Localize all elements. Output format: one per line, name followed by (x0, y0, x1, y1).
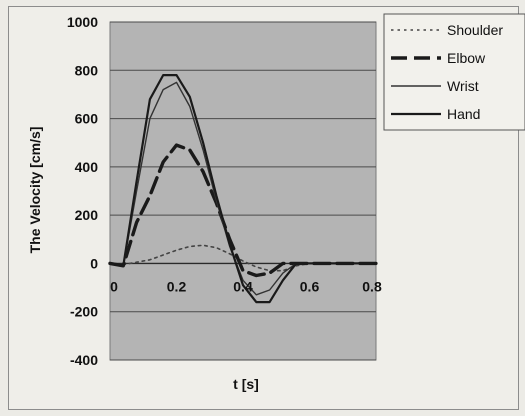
y-tick-label: 400 (75, 159, 99, 175)
y-axis-title: The Velocity [cm/s] (27, 127, 43, 254)
y-tick-label: 800 (75, 62, 99, 78)
legend-label-shoulder: Shoulder (447, 22, 503, 38)
y-tick-label: 600 (75, 111, 99, 127)
series-lines (108, 73, 378, 304)
y-tick-label: -200 (70, 304, 98, 320)
y-tick-labels: 1000 800 600 400 200 0 -200 -400 (67, 14, 98, 368)
x-tick-label: 0.8 (362, 278, 382, 294)
y-tick-label: 1000 (67, 14, 98, 30)
x-tick-label: 0 (110, 278, 118, 294)
legend-label-hand: Hand (447, 106, 480, 122)
legend-label-wrist: Wrist (447, 78, 479, 94)
x-tick-labels: 0 0.2 0.4 0.6 0.8 (110, 278, 382, 294)
legend-label-elbow: Elbow (447, 50, 486, 66)
x-tick-label: 0.6 (300, 278, 320, 294)
y-tick-label: 0 (90, 255, 98, 271)
x-tick-label: 0.2 (167, 278, 187, 294)
x-axis-title: t [s] (233, 376, 259, 392)
y-tick-label: -400 (70, 352, 98, 368)
legend-box (383, 13, 525, 131)
x-tick-label: 0.4 (233, 278, 253, 294)
series-line-elbow (108, 143, 378, 278)
plot-area (109, 21, 377, 361)
series-line-hand (108, 73, 378, 304)
legend: Shoulder Elbow Wrist Hand (383, 13, 525, 131)
y-tick-label: 200 (75, 207, 99, 223)
